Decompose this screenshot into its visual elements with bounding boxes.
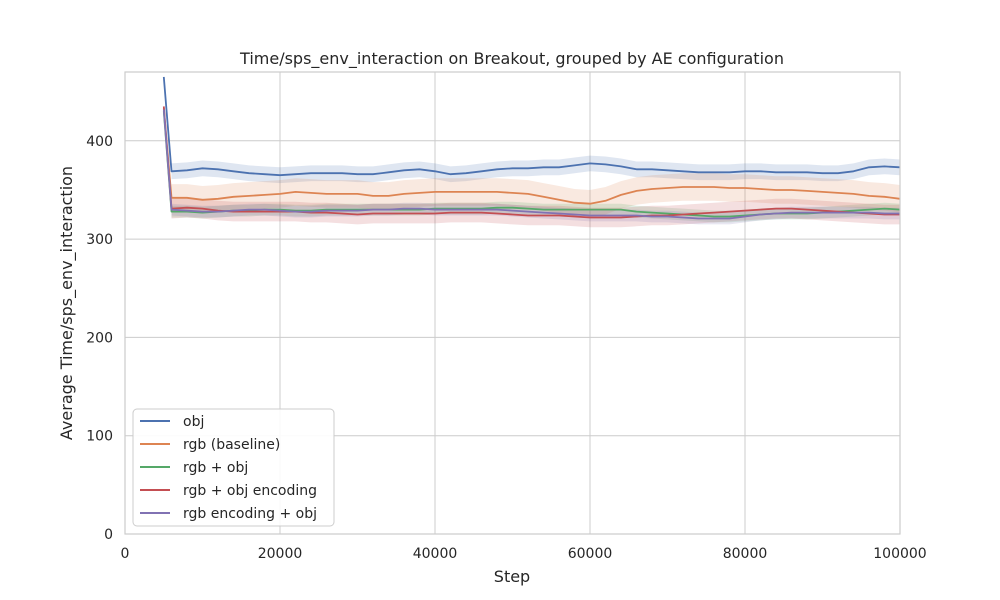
series-line-0 xyxy=(162,76,901,177)
x-tick-label: 0 xyxy=(121,546,130,562)
legend-label: rgb + obj encoding xyxy=(183,483,317,499)
series-line-4 xyxy=(162,109,900,220)
legend-items: obj rgb (baseline) rgb + obj rgb + obj enco… xyxy=(140,414,317,522)
x-tick-label: 100000 xyxy=(873,546,926,562)
y-axis-label: Average Time/sps_env_interaction xyxy=(57,166,77,440)
x-axis-label: Step xyxy=(494,567,530,586)
y-tick-label: 100 xyxy=(86,429,113,445)
x-tick-label: 60000 xyxy=(568,546,613,562)
chart-title: Time/sps_env_interaction on Breakout, gr… xyxy=(239,49,784,69)
x-tick-label: 40000 xyxy=(413,546,458,562)
plot-frame xyxy=(124,71,901,535)
legend-label: obj xyxy=(183,414,204,430)
legend: obj rgb (baseline) rgb + obj rgb + obj enco… xyxy=(132,408,335,527)
series-band-0 xyxy=(171,155,900,184)
y-tick-label: 0 xyxy=(104,527,113,543)
y-tick-label: 200 xyxy=(86,330,113,346)
series-lines xyxy=(162,76,901,220)
series-line-1 xyxy=(162,108,901,205)
legend-label: rgb + obj xyxy=(183,460,248,476)
legend-label: rgb (baseline) xyxy=(183,437,280,453)
x-tick-label: 20000 xyxy=(258,546,303,562)
x-tick-label: 80000 xyxy=(723,546,768,562)
series-line-3 xyxy=(162,106,900,219)
y-tick-label: 300 xyxy=(86,232,113,248)
legend-box xyxy=(132,408,335,527)
legend-label: rgb encoding + obj xyxy=(183,506,317,522)
tick-labels: 0 20000 40000 60000 80000 100000 0 100 200 300 400 xyxy=(86,134,926,562)
y-tick-label: 400 xyxy=(86,134,113,150)
